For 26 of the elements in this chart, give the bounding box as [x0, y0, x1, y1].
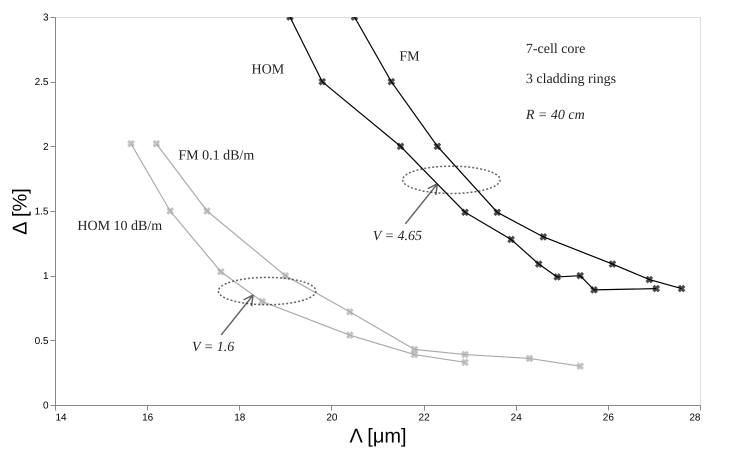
y-tick-label: 1	[42, 271, 49, 282]
series-label: FM	[399, 50, 420, 65]
x-tick-label: 14	[56, 412, 68, 424]
x-tick-label: 20	[326, 412, 338, 424]
y-tick-label: 0	[42, 400, 49, 412]
series-label: HOM 10 dB/m	[77, 219, 162, 234]
annotation: 7-cell core	[526, 42, 586, 57]
series-label: FM 0.1 dB/m	[178, 148, 254, 164]
annotation: V = 4.65	[372, 228, 422, 244]
y-tick-label: 2	[42, 142, 49, 153]
x-tick-label: 22	[418, 412, 430, 424]
y-axis-title: Δ [%]	[10, 188, 32, 235]
annotation: R = 40 cm	[524, 108, 585, 123]
x-tick-label: 26	[602, 412, 614, 424]
y-tick-label: 2.5	[34, 77, 49, 88]
annotation: V = 1.6	[192, 340, 234, 356]
x-tick-label: 18	[234, 412, 246, 424]
x-tick-label: 16	[142, 412, 154, 424]
x-tick-label: 28	[689, 412, 701, 424]
y-tick-label: 0.5	[34, 336, 49, 347]
y-tick-label: 1.5	[34, 206, 49, 218]
x-tick-label: 24	[510, 412, 522, 424]
annotation: 3 cladding rings	[526, 72, 616, 87]
x-axis-title: Λ [μm]	[349, 426, 407, 448]
y-tick-label: 3	[42, 12, 49, 24]
series-label: HOM	[252, 62, 285, 78]
